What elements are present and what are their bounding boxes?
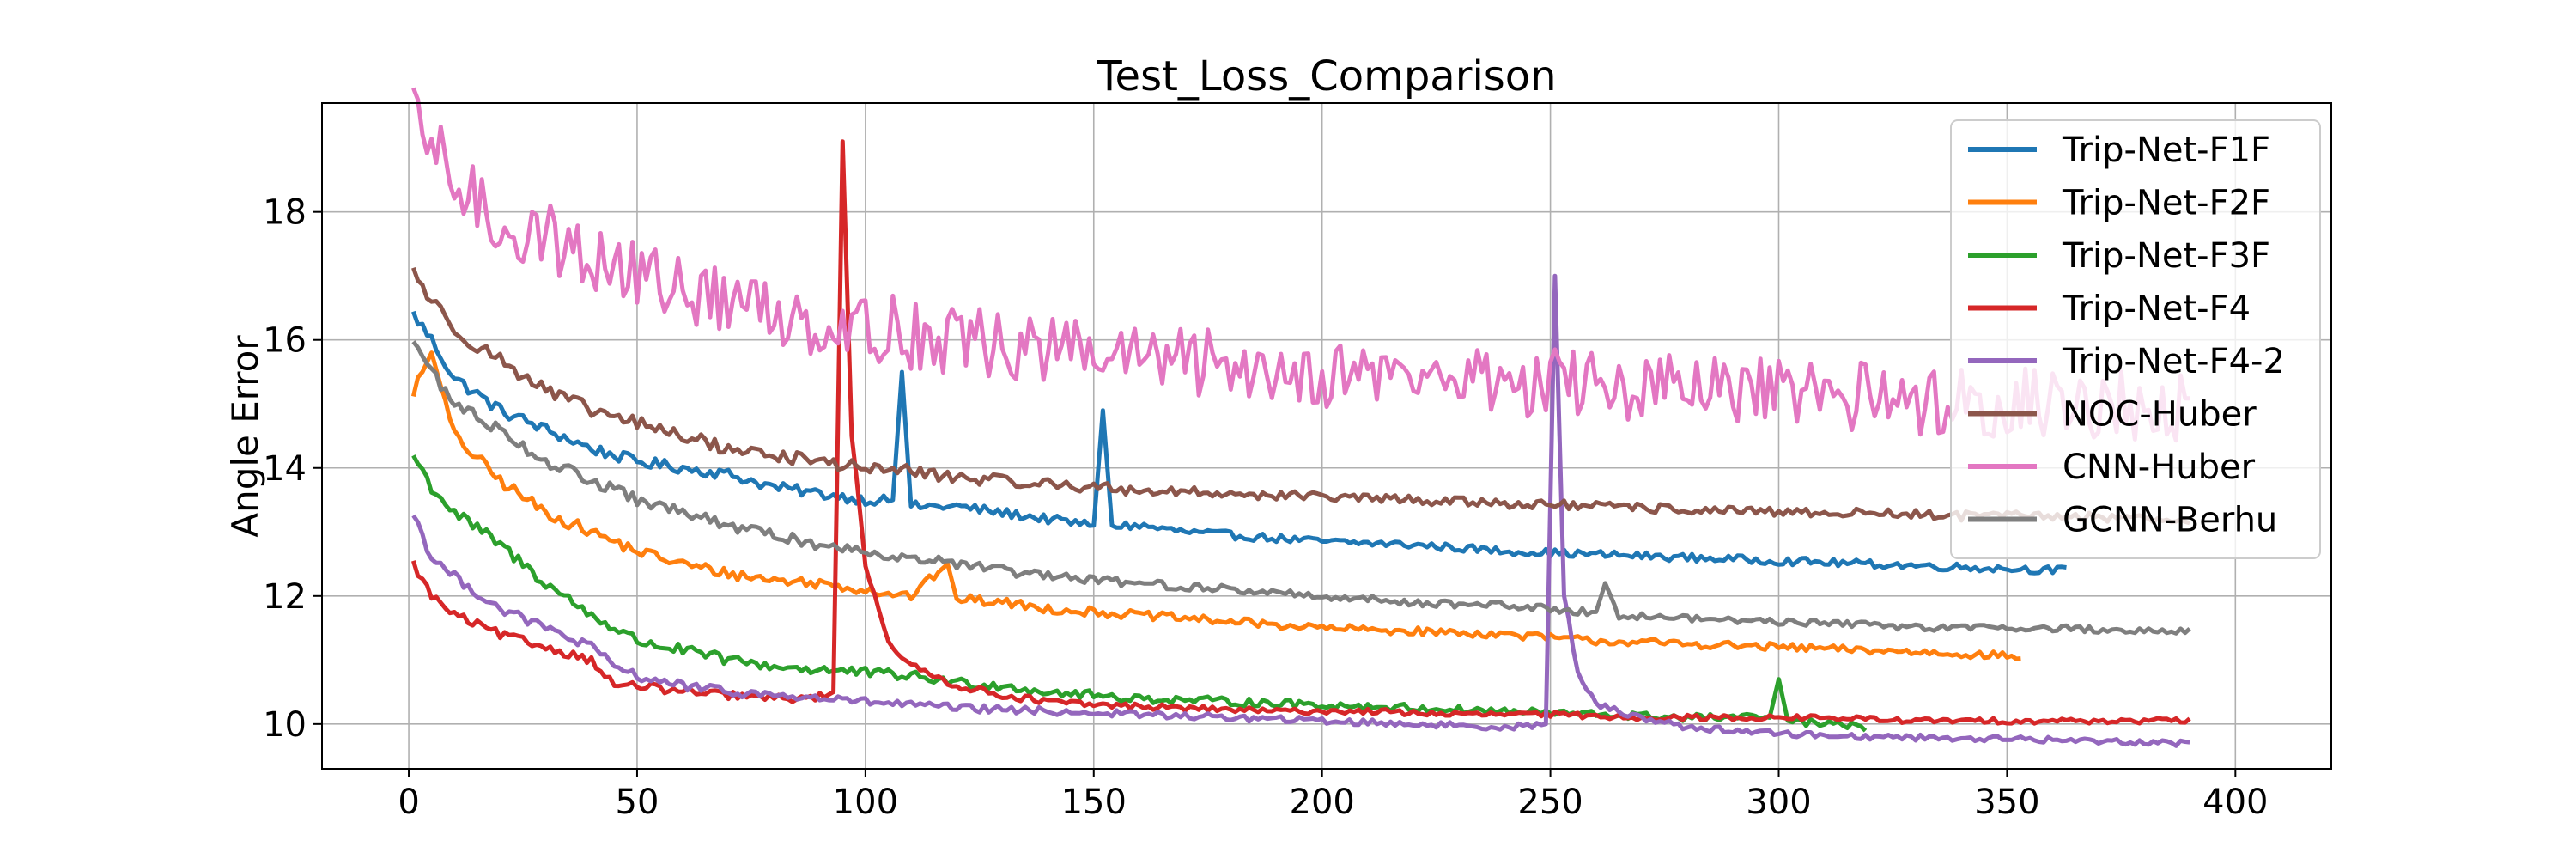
x-tick-label: 100 [833,783,898,822]
y-tick-label: 14 [263,449,307,489]
chart-title: Test_Loss_Comparison [1096,52,1556,101]
plot-frame [321,102,2332,770]
x-tick-label: 50 [616,783,659,822]
x-tick-label: 300 [1746,783,1811,822]
series-line-trip-net-f2f [410,350,2021,661]
y-axis-label: Angle Error [224,335,266,538]
x-tick-label: 350 [1974,783,2039,822]
series-line-trip-net-f4-2 [411,273,2190,748]
legend-label-cnn-huber: CNN-Huber [2063,448,2256,487]
legend-label-gcnn-berhu: GCNN-Berhu [2063,501,2277,540]
tick-layer: 0 50 100 150 200 250 300 350 400 10 12 14 16 18 [263,193,2268,822]
x-tick-label: 250 [1517,783,1583,822]
series-line-cnn-huber [411,87,2190,443]
series-line-trip-net-f1f [411,310,2067,576]
x-tick-label: 200 [1290,783,1355,822]
y-tick-label: 12 [263,577,307,617]
y-tick-label: 16 [263,321,307,361]
legend-label-trip-net-f1f: Trip-Net-F1F [2062,131,2270,170]
legend: Trip-Net-F1F Trip-Net-F2F Trip-Net-F3F Trip… [1950,119,2321,559]
legend-label-trip-net-f4: Trip-Net-F4 [2062,289,2251,329]
legend-label-trip-net-f3f: Trip-Net-F3F [2062,236,2270,276]
series-layer [410,87,2191,748]
y-tick-label: 10 [263,705,307,745]
x-tick-label: 0 [398,783,419,822]
x-tick-label: 150 [1061,783,1127,822]
y-tick-label: 18 [263,193,307,233]
legend-label-trip-net-f2f: Trip-Net-F2F [2062,184,2270,223]
series-line-trip-net-f4 [411,139,2191,726]
series-line-gcnn-berhu [411,340,2191,636]
x-tick-label: 400 [2202,783,2268,822]
legend-box [1950,119,2321,559]
legend-label-trip-net-f4-2: Trip-Net-F4-2 [2062,342,2285,381]
legend-label-noc-huber: NOC-Huber [2063,395,2257,435]
series-line-noc-huber [411,266,2190,526]
